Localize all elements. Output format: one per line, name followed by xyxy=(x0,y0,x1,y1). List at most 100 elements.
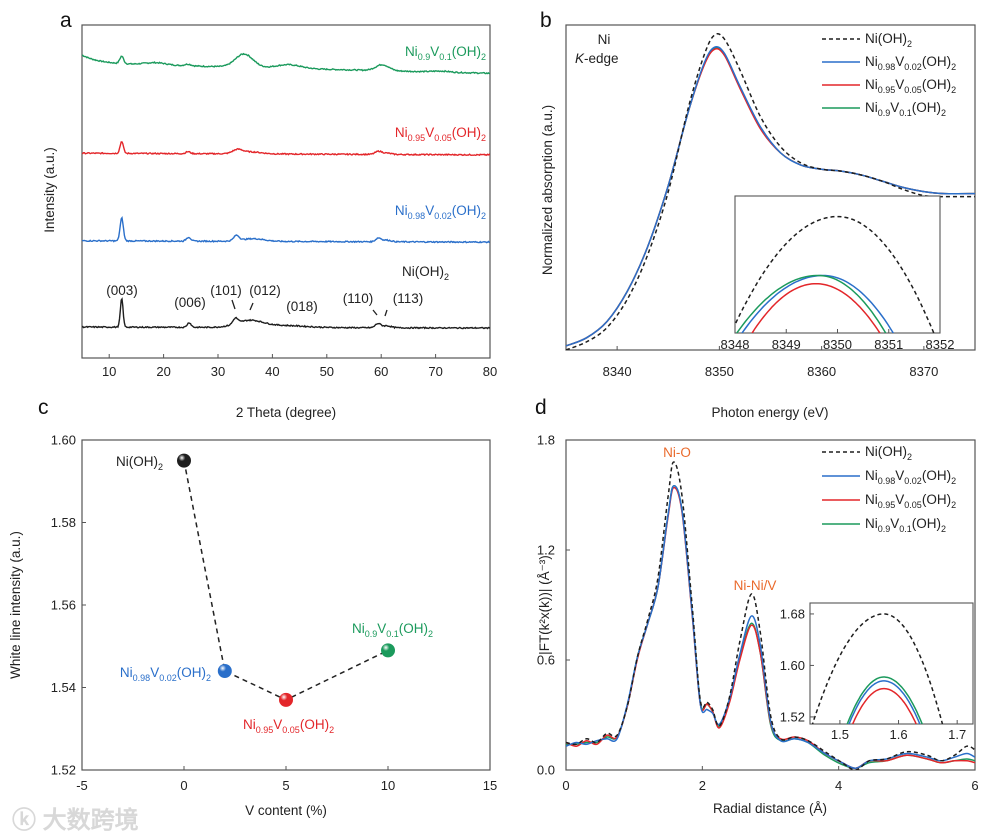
panel-c-y-tick-label: 1.54 xyxy=(51,680,76,695)
panel-letter-c: c xyxy=(38,396,49,419)
subscript: 2 xyxy=(481,211,486,221)
panel-d-legend-label-black: Ni(OH)2 xyxy=(865,444,912,462)
formula-part: Ni(OH) xyxy=(865,31,907,46)
subscript: 2 xyxy=(941,108,946,118)
panel-d-y-tick-label: 0.0 xyxy=(537,763,555,778)
panel-d-x-axis-title: Radial distance (Å) xyxy=(713,801,827,816)
formula-part: Ni(OH) xyxy=(116,454,158,469)
subscript: 2 xyxy=(951,62,956,72)
panel-c-y-tick-label: 1.58 xyxy=(51,515,76,530)
formula-part: Ni xyxy=(120,665,133,680)
formula-part: Ni(OH) xyxy=(865,444,907,459)
peak-index-label: (113) xyxy=(393,291,424,306)
annotation-ni-ni-v: Ni-Ni/V xyxy=(734,578,777,593)
formula-part: Ni xyxy=(865,516,878,531)
panel-c-x-tick-label: 5 xyxy=(282,778,289,793)
panel-a-x-tick-label: 80 xyxy=(483,364,497,379)
edge-label-element: Ni xyxy=(598,32,611,47)
peak-index-label: (012) xyxy=(249,283,281,298)
formula-part: V xyxy=(895,54,904,69)
panel-b-inset-x-tick-label: 8348 xyxy=(721,337,750,352)
peak-index-label: (110) xyxy=(343,291,374,306)
inset-curve-green xyxy=(735,274,887,333)
subscript: 0.1 xyxy=(899,108,912,118)
data-point-black xyxy=(177,453,191,468)
formula-part: V xyxy=(150,665,159,680)
panel-b-x-tick-label: 8350 xyxy=(705,364,734,379)
subscript: 0.95 xyxy=(878,85,896,95)
formula-part: (OH) xyxy=(922,54,951,69)
subscript: 0.98 xyxy=(878,476,896,486)
panel-c-y-axis-title: White line intensity (a.u.) xyxy=(8,531,23,679)
panel-b-legend-label-red: Ni0.95V0.05(OH)2 xyxy=(865,77,956,95)
peak-arrow xyxy=(249,302,254,311)
panel-d-legend-label-red: Ni0.95V0.05(OH)2 xyxy=(865,492,956,510)
panel-d-inset-y-tick-label: 1.68 xyxy=(780,606,805,621)
subscript: 0.02 xyxy=(904,476,922,486)
inset-curve-black xyxy=(735,215,935,333)
formula-part: V xyxy=(895,77,904,92)
subscript: 0.98 xyxy=(878,62,896,72)
formula-part: V xyxy=(430,44,439,59)
panel-d-y-axis-title: |FT(k²x(k))| (Å⁻³) xyxy=(537,555,552,655)
panel-d-frame-plot-area xyxy=(566,461,975,770)
panel-d-x-tick-label: 2 xyxy=(699,778,706,793)
formula-part: V xyxy=(895,492,904,507)
edge-suffix: -edge xyxy=(584,51,619,66)
panel-a-x-tick-label: 70 xyxy=(428,364,442,379)
subscript: 0.02 xyxy=(434,211,452,221)
data-point-blue xyxy=(217,664,232,678)
trace-label-black: Ni(OH)2 xyxy=(402,264,449,282)
inset-curve-blue xyxy=(848,680,921,724)
panel-c-y-tick-label: 1.56 xyxy=(51,598,76,613)
panel-d-x-tick-label: 6 xyxy=(971,778,978,793)
panel-a-y-axis-title: Intensity (a.u.) xyxy=(42,147,57,233)
subscript: 0.05 xyxy=(282,725,300,735)
data-point-red xyxy=(279,692,293,707)
formula-part: V xyxy=(890,516,899,531)
subscript: 2 xyxy=(444,272,449,282)
subscript: 0.9 xyxy=(878,524,891,534)
formula-part: (OH) xyxy=(452,44,481,59)
formula-part: (OH) xyxy=(922,492,951,507)
panel-letter-a: a xyxy=(60,9,72,32)
panel-d-x-tick-label: 0 xyxy=(562,778,569,793)
panel-a-frame-plot-area xyxy=(82,52,490,330)
panel-d-inset-x-tick-label: 1.7 xyxy=(948,727,966,742)
panel-a-x-axis-title: 2 Theta (degree) xyxy=(236,405,336,420)
subscript: 2 xyxy=(481,52,486,62)
peak-index-label: (018) xyxy=(286,299,318,314)
formula-part: V xyxy=(377,621,386,636)
formula-part: Ni xyxy=(865,100,878,115)
subscript: 0.9 xyxy=(365,629,378,639)
panel-d-legend-label-blue: Ni0.98V0.02(OH)2 xyxy=(865,468,956,486)
formula-part: Ni xyxy=(865,468,878,483)
panel-c-x-tick-label: -5 xyxy=(76,778,88,793)
subscript: 0.02 xyxy=(904,62,922,72)
annotation-ni-o: Ni-O xyxy=(663,445,691,460)
panel-d-inset-y-tick-label: 1.60 xyxy=(780,658,805,673)
panel-c-x-tick-label: 10 xyxy=(381,778,395,793)
inset-curve-red xyxy=(751,282,881,333)
subscript: 0.1 xyxy=(899,524,912,534)
subscript: 0.1 xyxy=(386,629,399,639)
peak-arrow xyxy=(372,309,378,316)
panel-a-x-tick-label: 30 xyxy=(211,364,225,379)
panel-b-inset-x-tick-label: 8352 xyxy=(926,337,955,352)
formula-part: (OH) xyxy=(177,665,206,680)
subscript: 0.1 xyxy=(439,52,452,62)
peak-arrow xyxy=(384,309,388,317)
panel-c-frame xyxy=(81,439,491,771)
formula-part: (OH) xyxy=(922,468,951,483)
panel-c-y-tick-label: 1.60 xyxy=(51,433,76,448)
panel-letter-d: d xyxy=(535,396,547,419)
formula-part: (OH) xyxy=(912,516,941,531)
formula-part: V xyxy=(273,717,282,732)
formula-part: Ni xyxy=(865,492,878,507)
subscript: 0.95 xyxy=(408,133,426,143)
panel-d-y-tick-label: 0.6 xyxy=(537,653,555,668)
subscript: 2 xyxy=(206,673,211,683)
panel-c-x-axis-title: V content (%) xyxy=(245,803,327,818)
panel-b-inset-plot-area xyxy=(735,215,935,333)
